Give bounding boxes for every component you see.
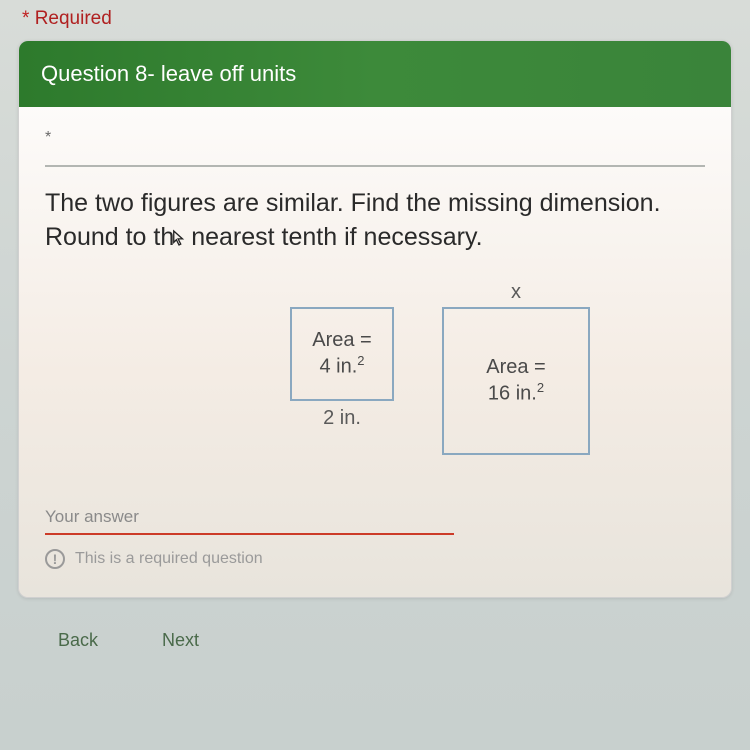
back-button[interactable]: Back <box>58 630 98 651</box>
required-indicator: * Required <box>18 0 732 40</box>
small-area-value: 4 in.2 <box>319 353 364 380</box>
large-top-label: x <box>442 281 590 303</box>
figure-small: Area = 4 in.2 2 in. <box>290 281 394 430</box>
small-square: Area = 4 in.2 <box>290 307 394 401</box>
answer-section: Your answer ! This is a required questio… <box>45 507 705 569</box>
large-area-value: 16 in.2 <box>488 380 544 407</box>
required-label: Required <box>35 8 112 29</box>
warning-icon: ! <box>45 549 65 569</box>
small-bottom-label: 2 in. <box>290 407 394 430</box>
nav-row: Back Next <box>18 598 732 661</box>
required-star: * <box>22 8 29 29</box>
question-title: Question 8- leave off units <box>41 61 296 86</box>
divider-line <box>45 165 705 167</box>
field-required-asterisk: * <box>45 129 705 147</box>
cursor-icon <box>172 229 186 247</box>
small-top-spacer <box>290 281 394 303</box>
error-text: This is a required question <box>75 550 263 568</box>
figures-container: Area = 4 in.2 2 in. x Area = 16 in.2 <box>45 263 705 465</box>
card-header: Question 8- leave off units <box>19 41 731 107</box>
next-button[interactable]: Next <box>162 630 199 651</box>
answer-underline <box>45 527 454 535</box>
small-area-label: Area = <box>312 327 371 353</box>
answer-input[interactable]: Your answer <box>45 507 705 527</box>
error-row: ! This is a required question <box>45 549 705 569</box>
large-area-label: Area = <box>486 354 545 380</box>
card-body: * The two figures are similar. Find the … <box>19 107 731 597</box>
large-square: Area = 16 in.2 <box>442 307 590 455</box>
question-card: Question 8- leave off units * The two fi… <box>18 40 732 598</box>
question-prompt: The two figures are similar. Find the mi… <box>45 181 705 263</box>
figure-large: x Area = 16 in.2 <box>442 281 590 455</box>
